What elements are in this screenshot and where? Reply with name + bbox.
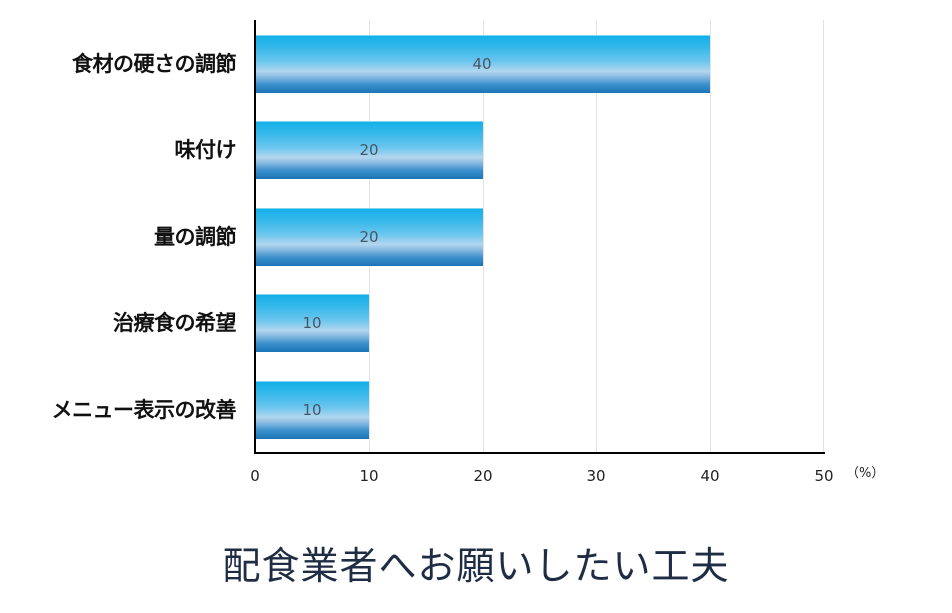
- category-label: 量の調節: [154, 225, 237, 249]
- data-label: 20: [359, 141, 379, 159]
- x-tick-label: 0: [250, 467, 260, 485]
- category-label: 治療食の希望: [113, 311, 237, 335]
- y-axis-line: [254, 20, 256, 454]
- category-label: メニュー表示の改善: [51, 398, 237, 422]
- x-tick-label: 40: [700, 467, 720, 485]
- category-label: 味付け: [174, 138, 237, 162]
- gridline-30: [596, 20, 597, 453]
- x-axis-line: [254, 452, 825, 454]
- chart-title: 配食業者へお願いしたい工夫: [222, 544, 730, 588]
- plot-area: 40 20 20 10 10: [255, 20, 824, 453]
- data-label: 40: [472, 55, 492, 73]
- x-tick-label: 10: [359, 467, 379, 485]
- bar-seasoning: [255, 121, 483, 179]
- bar-therapeutic-diet: [255, 294, 369, 352]
- gridline-40: [710, 20, 711, 453]
- bar-food-hardness: [255, 35, 710, 93]
- x-tick-label: 50: [814, 467, 834, 485]
- data-label: 10: [302, 314, 322, 332]
- bar-portion: [255, 208, 483, 266]
- category-label: 食材の硬さの調節: [72, 52, 237, 76]
- data-label: 20: [359, 228, 379, 246]
- bar-menu-display: [255, 381, 369, 439]
- x-tick-label: 20: [473, 467, 493, 485]
- x-tick-label: 30: [586, 467, 606, 485]
- x-axis-unit-label: （%）: [846, 466, 885, 481]
- gridline-50: [823, 20, 824, 453]
- data-label: 10: [302, 401, 322, 419]
- gridline-20: [483, 20, 484, 453]
